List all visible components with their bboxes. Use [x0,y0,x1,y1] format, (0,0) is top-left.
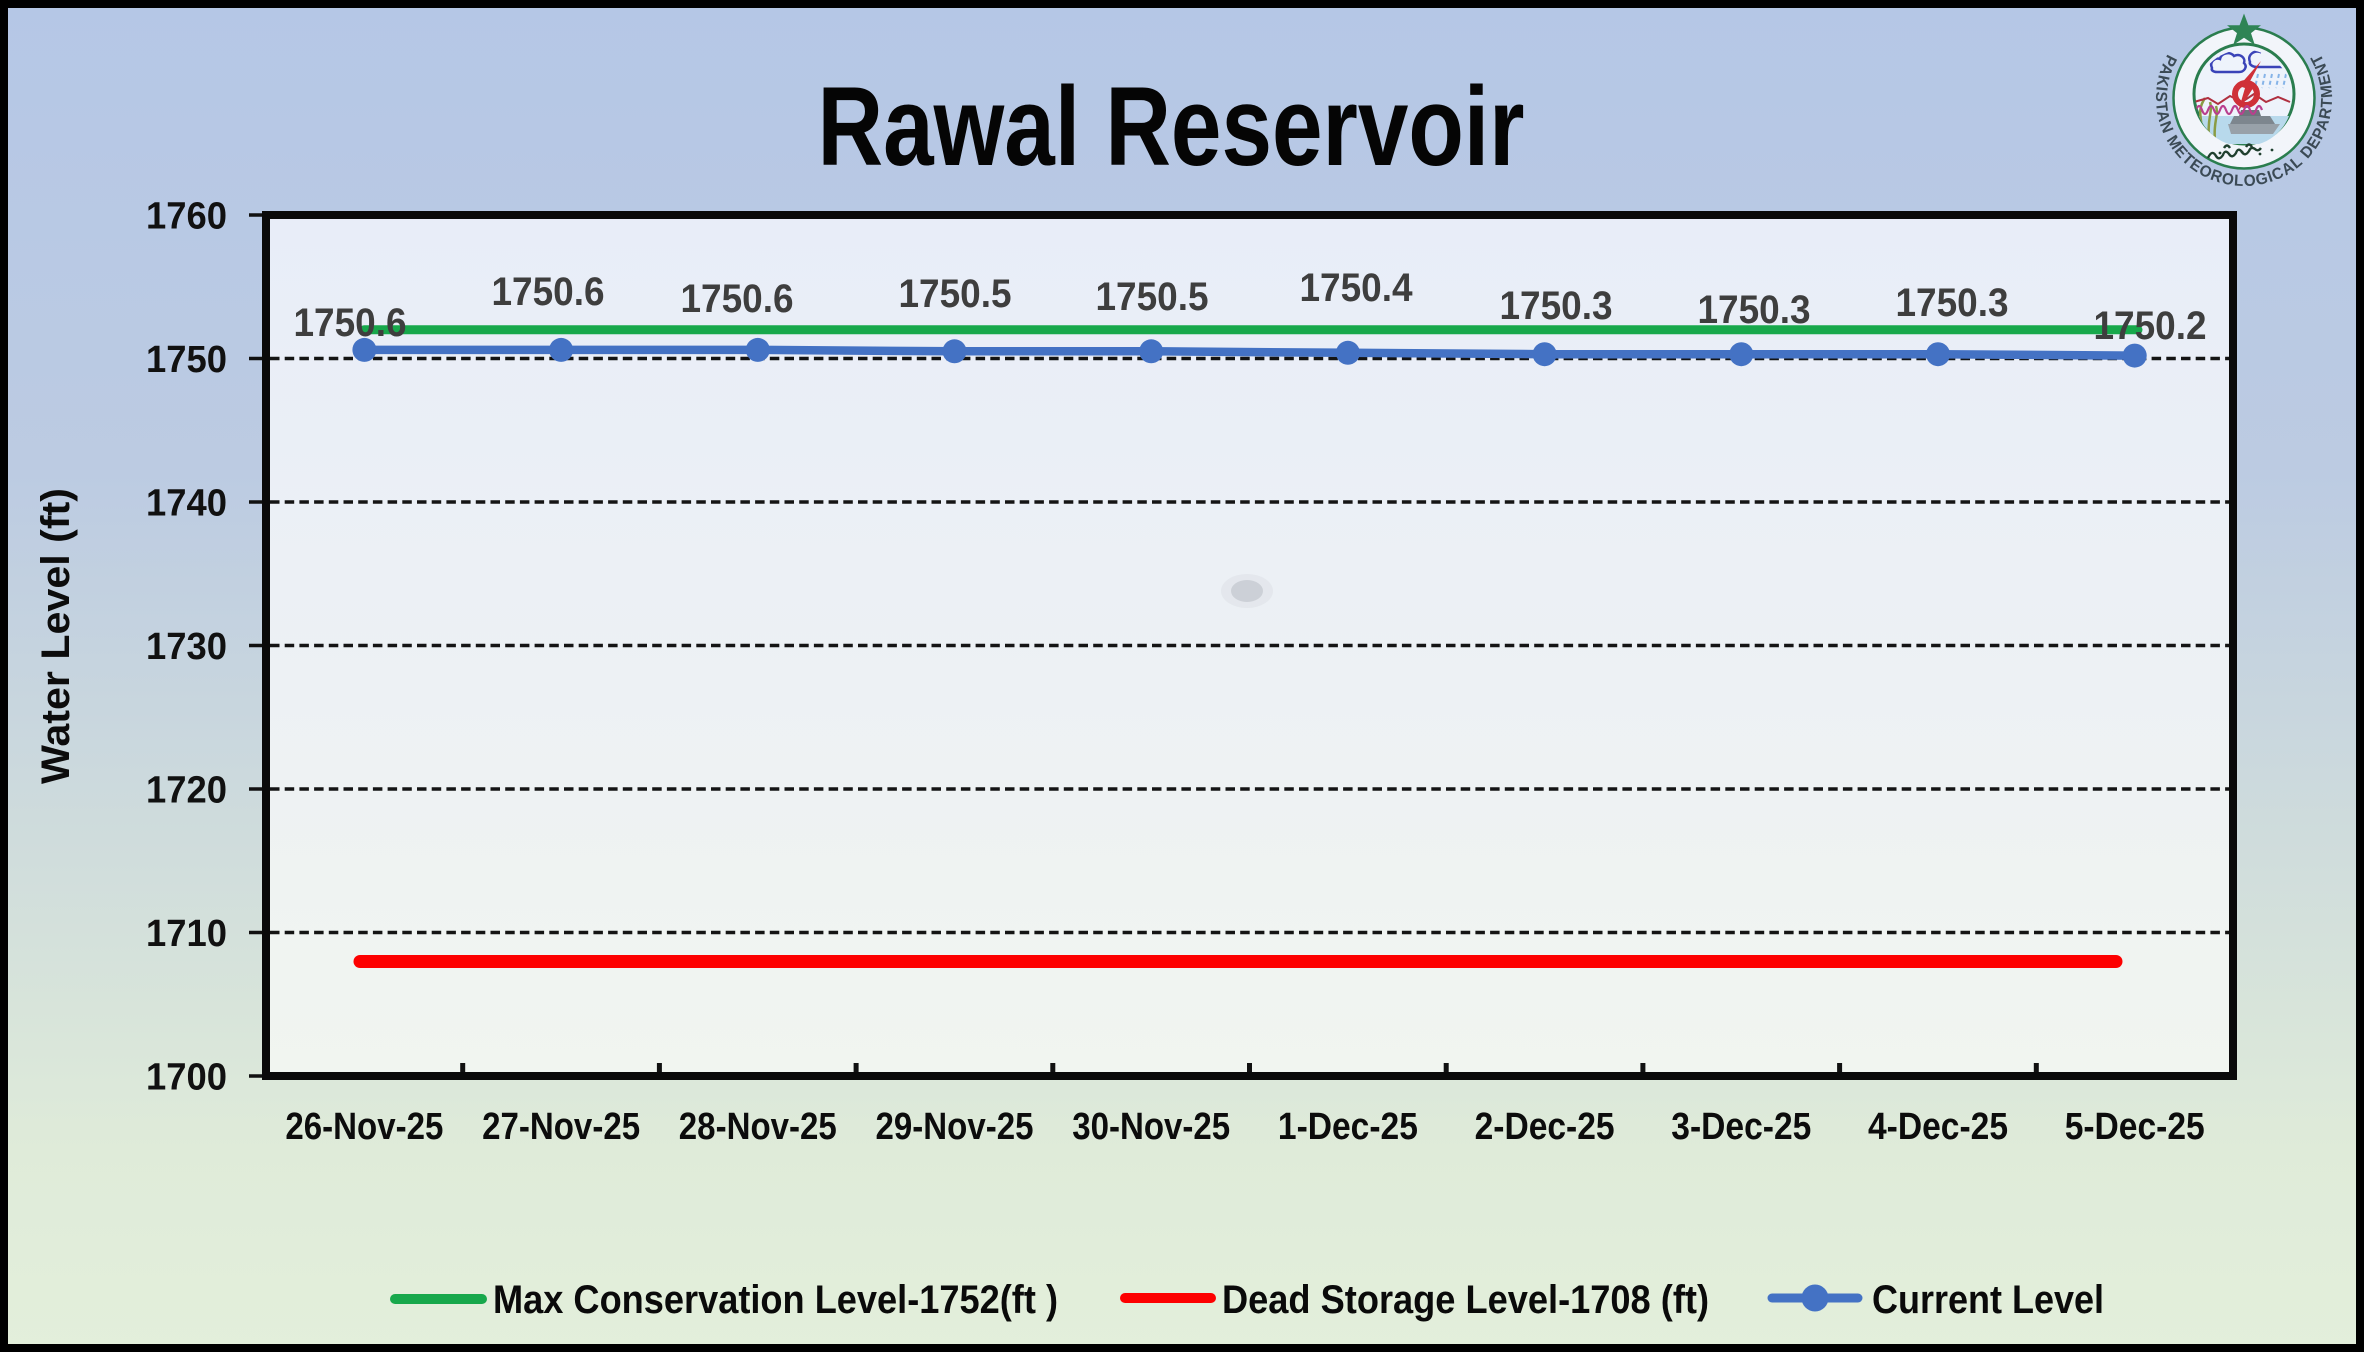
svg-text:1760: 1760 [146,196,227,238]
svg-text:1720: 1720 [146,770,227,812]
svg-text:1740: 1740 [146,483,227,525]
svg-text:1-Dec-25: 1-Dec-25 [1278,1106,1418,1148]
svg-text:5-Dec-25: 5-Dec-25 [2065,1106,2205,1148]
svg-text:2-Dec-25: 2-Dec-25 [1475,1106,1615,1148]
svg-text:Water Level (ft): Water Level (ft) [34,488,78,784]
svg-text:4-Dec-25: 4-Dec-25 [1868,1106,2008,1148]
svg-text:Max Conservation Level-1752(ft: Max Conservation Level-1752(ft ) [493,1278,1058,1322]
svg-text:1750.5: 1750.5 [1096,275,1209,319]
svg-text:Current Level: Current Level [1872,1278,2104,1322]
svg-text:1700: 1700 [146,1057,227,1099]
svg-text:1730: 1730 [146,626,227,668]
svg-text:Rawal Reservoir: Rawal Reservoir [818,64,1525,189]
svg-text:1750.6: 1750.6 [492,270,605,314]
svg-text:1750.3: 1750.3 [1698,288,1811,332]
svg-text:Dead Storage Level-1708 (ft): Dead Storage Level-1708 (ft) [1222,1278,1709,1322]
svg-text:29-Nov-25: 29-Nov-25 [876,1106,1034,1148]
svg-text:1750.6: 1750.6 [294,301,407,345]
svg-text:1750.3: 1750.3 [1896,281,2009,325]
svg-text:27-Nov-25: 27-Nov-25 [482,1106,640,1148]
svg-text:30-Nov-25: 30-Nov-25 [1072,1106,1230,1148]
svg-text:1750.3: 1750.3 [1500,284,1613,328]
svg-text:1750.4: 1750.4 [1300,266,1414,310]
svg-text:26-Nov-25: 26-Nov-25 [285,1106,443,1148]
svg-text:1710: 1710 [146,913,227,955]
svg-text:1750.6: 1750.6 [681,277,794,321]
svg-text:1750: 1750 [146,339,227,381]
svg-text:28-Nov-25: 28-Nov-25 [679,1106,837,1148]
svg-text:1750.2: 1750.2 [2094,304,2207,348]
svg-text:1750.5: 1750.5 [899,272,1012,316]
svg-text:3-Dec-25: 3-Dec-25 [1671,1106,1811,1148]
